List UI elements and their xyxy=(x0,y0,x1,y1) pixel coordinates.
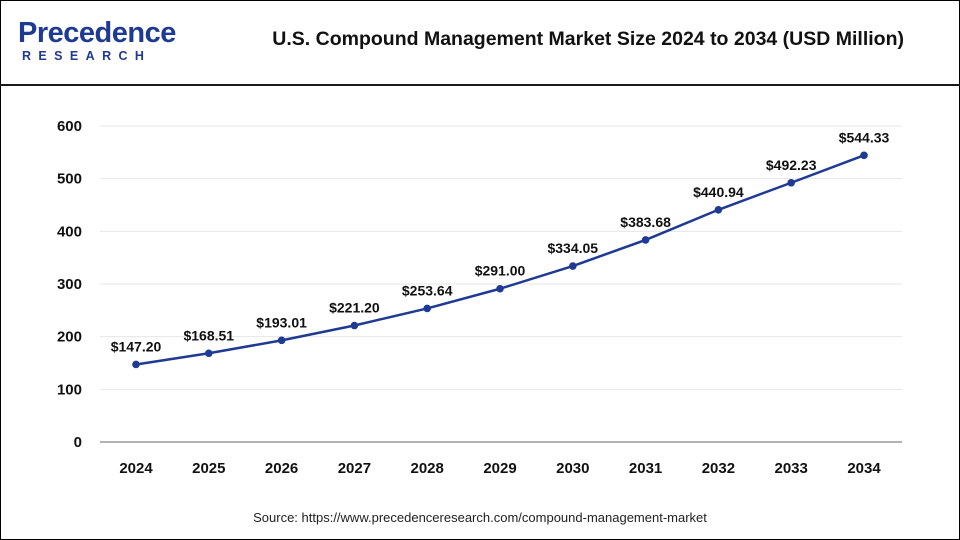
x-tick-label: 2034 xyxy=(847,460,881,477)
data-label: $334.05 xyxy=(547,240,598,256)
data-point xyxy=(641,236,650,244)
x-tick-label: 2031 xyxy=(629,460,662,477)
precedence-research-logo: Precedence RESEARCH xyxy=(18,16,176,66)
data-label: $291.00 xyxy=(475,263,526,279)
x-tick-label: 2029 xyxy=(483,460,516,477)
data-point xyxy=(277,336,286,345)
data-label: $193.01 xyxy=(256,314,307,330)
data-label: $440.94 xyxy=(693,184,744,200)
x-tick-label: 2024 xyxy=(119,460,153,477)
data-label: $221.20 xyxy=(329,300,380,316)
data-point xyxy=(132,360,140,369)
x-tick-label: 2026 xyxy=(265,460,298,477)
x-tick-label: 2033 xyxy=(775,460,808,477)
data-point xyxy=(205,349,213,358)
y-tick-label: 300 xyxy=(57,276,82,293)
data-label: $544.33 xyxy=(839,129,890,145)
data-point xyxy=(714,205,723,214)
logo-sub-text: RESEARCH xyxy=(22,49,152,63)
x-tick-label: 2032 xyxy=(702,460,735,477)
data-label: $253.64 xyxy=(402,282,453,298)
data-label: $147.20 xyxy=(111,338,162,354)
x-tick-label: 2027 xyxy=(338,460,371,477)
line-chart: 0 100 200 300 400 500 600 2024 2025 2026 2027 2028 2… xyxy=(57,118,902,477)
data-point xyxy=(496,284,504,293)
header: Precedence RESEARCH U.S. Compound Manage… xyxy=(0,0,960,86)
data-label: $383.68 xyxy=(620,214,671,230)
series-line xyxy=(135,154,865,366)
x-tick-label: 2030 xyxy=(556,460,589,477)
y-tick-label: 400 xyxy=(57,223,82,240)
data-point xyxy=(787,178,795,187)
chart-title: U.S. Compound Management Market Size 202… xyxy=(272,28,904,50)
y-tick-label: 0 xyxy=(74,434,82,451)
logo-main-text: Precedence xyxy=(18,17,176,49)
y-tick-label: 100 xyxy=(57,381,82,398)
y-tick-label: 600 xyxy=(57,118,82,135)
data-point xyxy=(860,151,868,160)
x-tick-label: 2025 xyxy=(192,460,225,477)
y-tick-label: 500 xyxy=(57,171,82,188)
data-point xyxy=(350,321,359,330)
data-label: $492.23 xyxy=(766,157,817,173)
source-note: Source: https://www.precedenceresearch.c… xyxy=(253,510,707,525)
data-point xyxy=(423,304,432,313)
x-tick-label: 2028 xyxy=(411,460,444,477)
y-tick-label: 200 xyxy=(57,329,82,346)
data-label: $168.51 xyxy=(183,327,234,343)
data-point xyxy=(569,262,577,270)
